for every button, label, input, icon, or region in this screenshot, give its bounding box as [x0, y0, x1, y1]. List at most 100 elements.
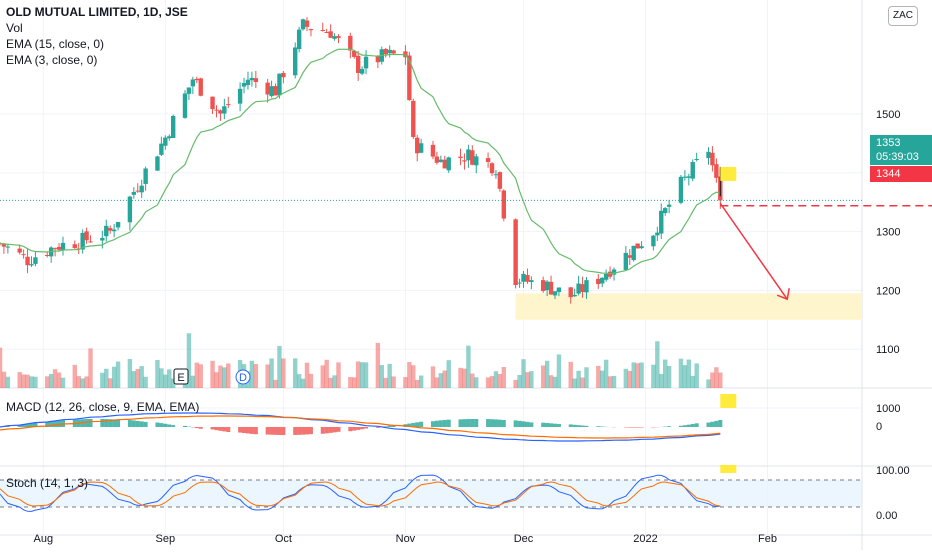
- candle-body: [635, 244, 639, 249]
- volume-bar: [513, 380, 517, 388]
- volume-bar: [356, 361, 360, 388]
- candle-body: [226, 104, 230, 105]
- macd-hist: [435, 421, 439, 427]
- candle-body: [136, 191, 140, 192]
- price-tick-label: 1000: [876, 403, 900, 415]
- macd-hist: [329, 427, 333, 433]
- candle-body: [265, 83, 269, 95]
- macd-hist: [309, 427, 313, 434]
- candle-body: [549, 282, 553, 295]
- volume-bar: [132, 371, 136, 388]
- candle-body: [391, 50, 395, 53]
- volume-bar: [100, 373, 104, 388]
- volume-bar: [297, 374, 301, 388]
- volume-bar: [348, 377, 352, 388]
- candle-body: [407, 56, 411, 101]
- volume-bar: [694, 363, 698, 388]
- candle-body: [254, 78, 258, 82]
- candle-body: [490, 163, 494, 173]
- candle-body: [387, 50, 391, 53]
- dividend-marker: D: [236, 370, 250, 384]
- candle-body: [659, 211, 663, 234]
- macd-hist: [352, 427, 356, 431]
- volume-bar: [218, 366, 222, 388]
- volume-bar: [706, 379, 710, 388]
- volume-bar: [667, 366, 671, 388]
- last-price-tag: 1353 05:39:03: [870, 135, 932, 165]
- candle-body: [545, 282, 549, 290]
- candle-body: [17, 249, 21, 253]
- macd-hist: [714, 421, 718, 427]
- candle-body: [29, 264, 33, 265]
- volume-bar: [458, 368, 462, 388]
- candle-body: [104, 226, 108, 236]
- volume-bars: [0, 333, 723, 388]
- candle-body: [679, 177, 683, 203]
- volume-bar: [143, 377, 147, 388]
- volume-bar: [612, 376, 616, 388]
- macd-hist: [376, 427, 380, 428]
- candle-body: [348, 36, 352, 51]
- candle-body: [683, 177, 687, 178]
- volume-bar: [250, 361, 254, 388]
- candle-body: [474, 156, 478, 165]
- macd-hist: [274, 427, 278, 435]
- macd-hist: [710, 422, 714, 427]
- candle-body: [663, 208, 667, 213]
- candle-body: [502, 190, 506, 218]
- volume-bar: [403, 377, 407, 388]
- candle-body: [277, 74, 281, 96]
- candle-body: [435, 157, 439, 163]
- macd-hist: [596, 426, 600, 427]
- macd-hist: [242, 427, 246, 433]
- volume-bar: [265, 364, 269, 388]
- candle-body: [498, 172, 502, 189]
- macd-hist: [632, 427, 636, 428]
- candle-body: [61, 243, 65, 250]
- price-tick-label: 1200: [876, 285, 900, 297]
- volume-bar: [61, 378, 65, 388]
- macd-hist: [301, 427, 305, 435]
- macd-hist: [270, 427, 274, 435]
- candle-body: [301, 19, 305, 29]
- volume-bar: [6, 377, 10, 388]
- candle-body: [321, 30, 325, 31]
- candle-body: [470, 150, 474, 164]
- time-tick-label: Sep: [156, 533, 176, 545]
- candle-body: [332, 36, 336, 39]
- candle-body: [222, 106, 226, 113]
- macd-hist: [486, 419, 490, 427]
- price-tick-label: 1100: [876, 344, 900, 356]
- volume-bar: [384, 378, 388, 388]
- macd-hist: [159, 423, 163, 427]
- volume-bar: [502, 367, 506, 388]
- time-tick-label: 2022: [633, 533, 657, 545]
- volume-bar: [710, 372, 714, 388]
- macd-hist: [144, 422, 148, 427]
- volume-bar: [360, 362, 364, 388]
- volume-bar: [407, 362, 411, 388]
- volume-bar: [336, 362, 340, 388]
- macd-hist: [459, 419, 463, 427]
- volume-bar: [309, 374, 313, 388]
- volume-bar: [293, 358, 297, 388]
- macd-hist: [364, 427, 368, 429]
- stoch-flag: [720, 465, 736, 473]
- candle-body: [238, 89, 242, 104]
- volume-bar: [269, 358, 273, 388]
- macd-flag: [720, 394, 736, 408]
- currency-button[interactable]: ZAC: [888, 6, 918, 26]
- macd-hist: [687, 425, 691, 427]
- volume-bar: [163, 375, 167, 388]
- volume-bar: [195, 363, 199, 388]
- candle-body: [269, 86, 273, 96]
- macd-hist: [89, 419, 93, 427]
- stoch-band: [0, 480, 862, 507]
- volume-bar: [73, 365, 77, 388]
- macd-hist: [525, 422, 529, 427]
- candle-body: [521, 274, 525, 282]
- volume-bar: [139, 366, 143, 388]
